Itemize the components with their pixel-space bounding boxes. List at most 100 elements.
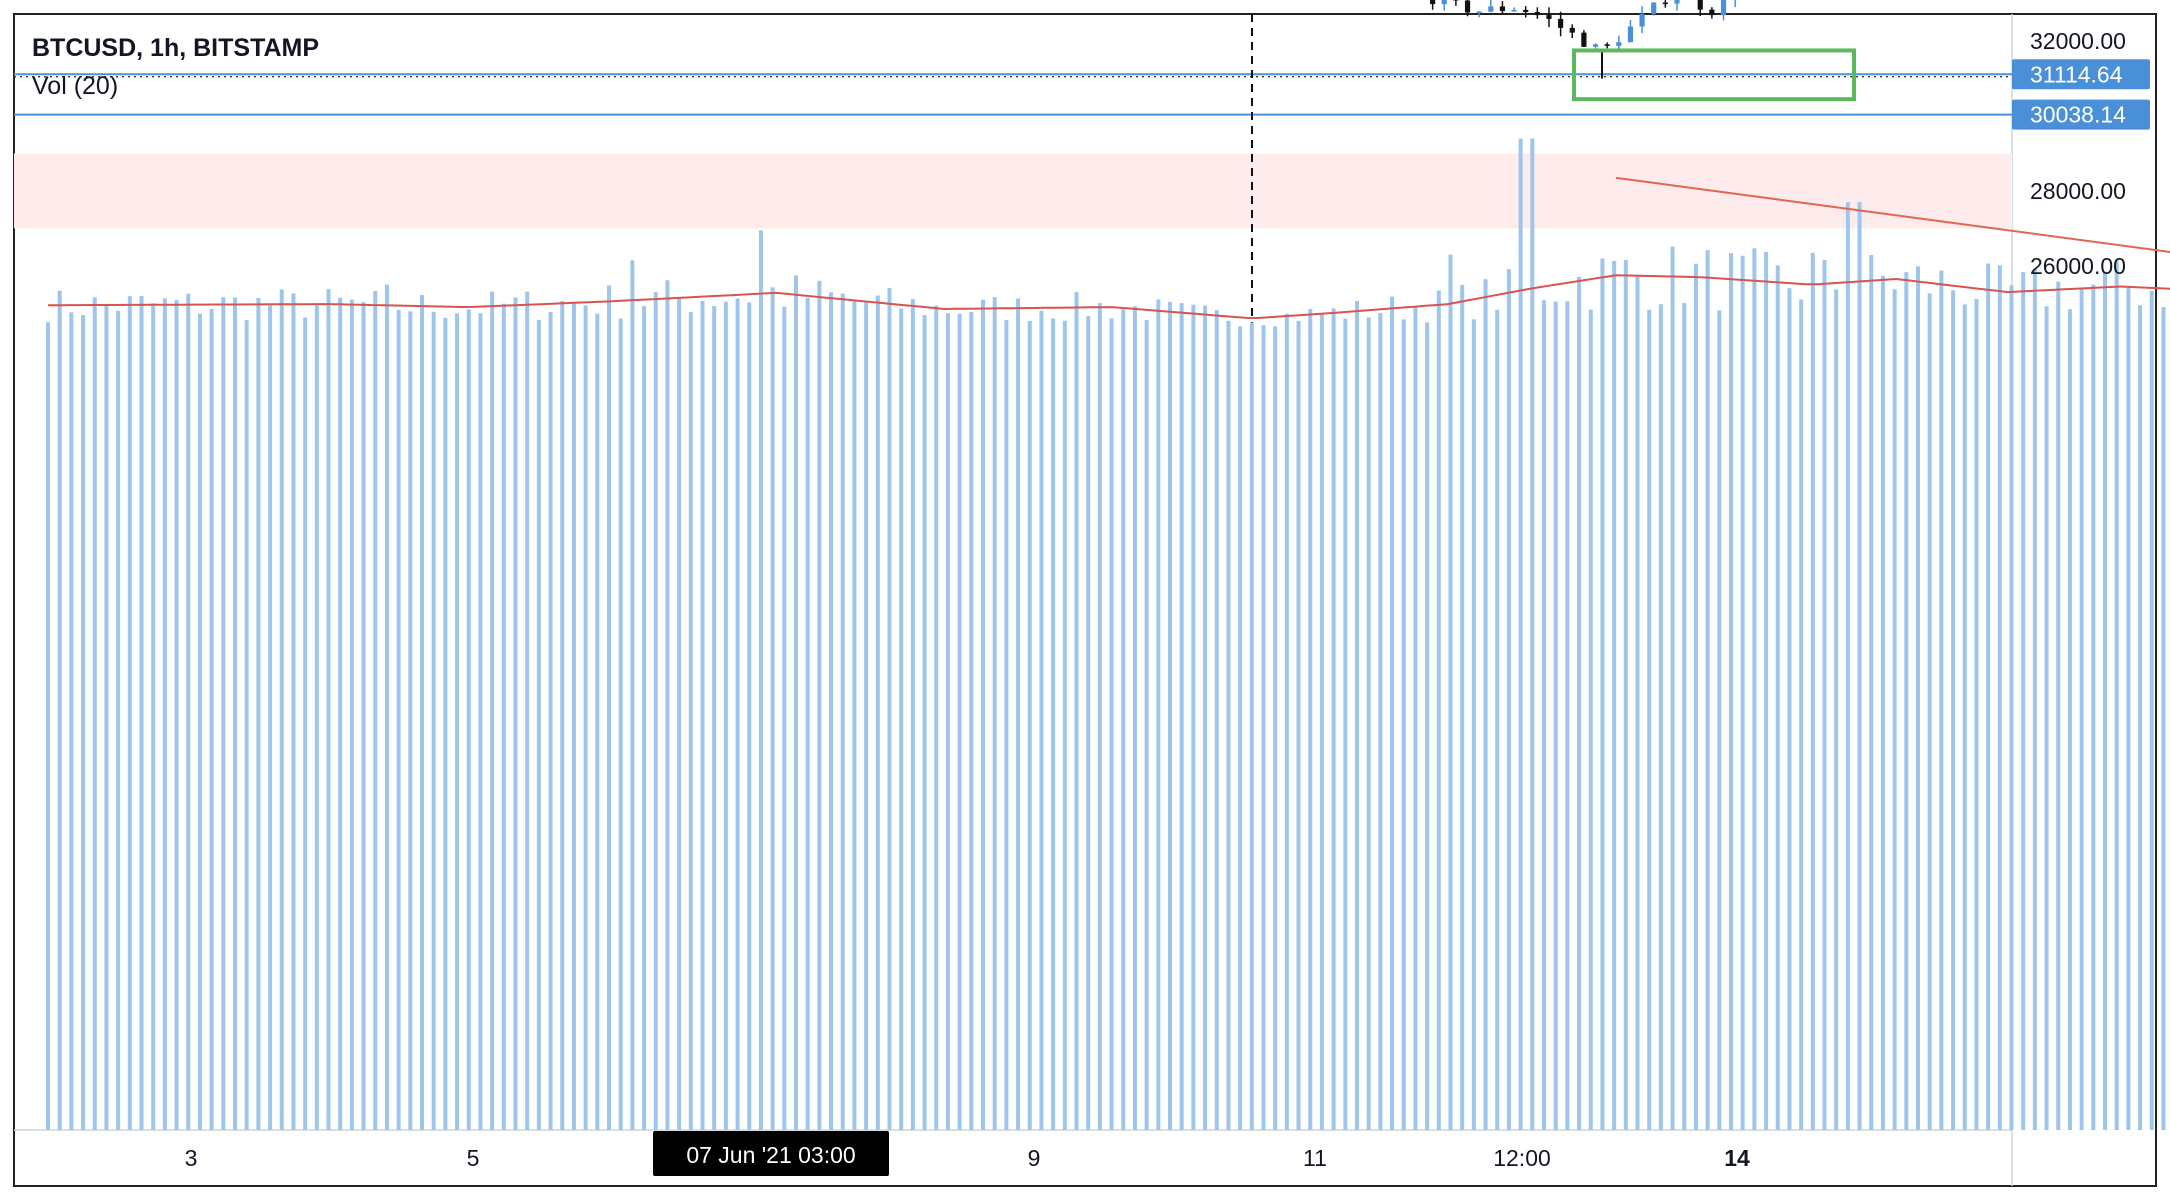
volume-bar xyxy=(887,287,892,1130)
volume-bar xyxy=(1962,304,1967,1130)
volume-bar xyxy=(1810,252,1815,1131)
volume-bar xyxy=(653,292,658,1130)
volume-bar xyxy=(1647,309,1652,1131)
x-tick-label: 5 xyxy=(467,1145,480,1171)
volume-bar xyxy=(2138,305,2143,1130)
candle-body xyxy=(1709,9,1715,16)
candle-body xyxy=(1430,0,1436,5)
volume-bar xyxy=(1658,304,1663,1130)
volume-trendline[interactable] xyxy=(1615,176,2170,320)
candle-body xyxy=(1546,15,1552,19)
volume-bar xyxy=(349,299,354,1131)
volume-bar xyxy=(162,298,167,1131)
volume-bar xyxy=(583,305,588,1130)
volume-bar xyxy=(314,303,319,1130)
candle-body xyxy=(1674,0,1680,4)
volume-bar xyxy=(665,280,670,1130)
volume-bar xyxy=(1740,255,1745,1131)
volume-bar xyxy=(688,312,693,1130)
candle-body xyxy=(1627,26,1634,43)
volume-bar xyxy=(2009,285,2014,1130)
volume-bar xyxy=(525,291,530,1130)
volume-bar xyxy=(443,317,448,1131)
volume-bar xyxy=(1729,253,1733,1130)
y-tick-label: 26000.00 xyxy=(2030,253,2126,279)
volume-bar xyxy=(1682,303,1687,1130)
volume-bar xyxy=(1308,309,1313,1130)
volume-bar xyxy=(1986,263,1991,1130)
volume-bar xyxy=(1717,310,1722,1130)
volume-bar xyxy=(1951,290,1956,1130)
volume-bar xyxy=(1425,322,1430,1130)
volume-bar xyxy=(981,299,985,1131)
volume-bar xyxy=(127,296,132,1131)
volume-bar xyxy=(607,285,611,1130)
volume-bar xyxy=(2103,271,2107,1130)
volume-bar xyxy=(1869,255,1874,1130)
volume-bar xyxy=(2021,271,2026,1130)
volume-bar xyxy=(1027,320,1032,1131)
volume-bar xyxy=(1822,260,1827,1130)
volume-bar xyxy=(1530,138,1535,1130)
volume-bar xyxy=(1051,318,1056,1130)
volume-bar xyxy=(875,295,880,1131)
volume-bar xyxy=(969,311,974,1130)
volume-bar xyxy=(548,311,553,1130)
volume-bar xyxy=(1752,248,1757,1130)
volume-bar xyxy=(642,306,647,1130)
volume-bar xyxy=(1904,272,1909,1130)
volume-bar xyxy=(1319,313,1324,1130)
volume-bar xyxy=(1436,290,1441,1131)
volume-bar xyxy=(817,280,822,1130)
volume-bar xyxy=(221,297,226,1130)
x-tick-label: 9 xyxy=(1028,1145,1041,1171)
volume-bar xyxy=(1062,320,1067,1130)
support-box[interactable] xyxy=(1572,48,1856,102)
level-label: 30038.14 xyxy=(2030,102,2126,128)
volume-bar xyxy=(1974,298,1979,1130)
volume-bar xyxy=(1132,306,1137,1130)
level-label-box xyxy=(2012,99,2150,130)
volume-bar xyxy=(2126,287,2131,1130)
volume-bar xyxy=(618,318,623,1130)
volume-bar xyxy=(1939,270,1944,1131)
volume-bar xyxy=(1670,246,1675,1130)
volume-bar xyxy=(1495,309,1500,1130)
volume-bar xyxy=(1623,259,1628,1130)
volume-bar xyxy=(57,290,62,1130)
volume-bar xyxy=(1343,318,1348,1130)
volume-bar xyxy=(478,313,483,1131)
candle-body xyxy=(1651,2,1657,15)
level-label: 31114.64 xyxy=(2030,61,2123,87)
volume-bar xyxy=(1097,303,1102,1130)
volume-bar xyxy=(513,297,518,1131)
volume-bar xyxy=(1542,300,1546,1131)
volume-bar xyxy=(2114,260,2119,1130)
candle-body xyxy=(1511,9,1517,12)
volume-bar xyxy=(186,293,191,1131)
volume-bar xyxy=(852,299,857,1131)
volume-bar xyxy=(197,313,202,1131)
legend-volume-indicator: Vol (20) xyxy=(32,72,119,100)
volume-bar xyxy=(256,297,261,1130)
volume-bar xyxy=(291,293,296,1130)
volume-bar xyxy=(1553,301,1558,1130)
volume-bar xyxy=(1355,300,1359,1131)
volume-bar xyxy=(1693,263,1698,1130)
volume-bar xyxy=(1284,313,1289,1130)
volume-bar xyxy=(700,300,705,1130)
volume-bar xyxy=(1775,265,1780,1131)
volume-bar xyxy=(1518,138,1523,1130)
volume-bar xyxy=(373,291,378,1130)
volume-bar xyxy=(1834,289,1839,1130)
volume-bar xyxy=(1927,293,1932,1130)
volume-bar xyxy=(1156,299,1161,1130)
x-tick-label: 14 xyxy=(1724,1145,1750,1171)
volume-bar xyxy=(46,322,50,1131)
volume-bar xyxy=(1191,304,1196,1130)
x-tick-label: 12:00 xyxy=(1493,1145,1551,1171)
legend-title: BTCUSD, 1h, BITSTAMP xyxy=(32,34,320,62)
candle-body xyxy=(1604,44,1610,46)
